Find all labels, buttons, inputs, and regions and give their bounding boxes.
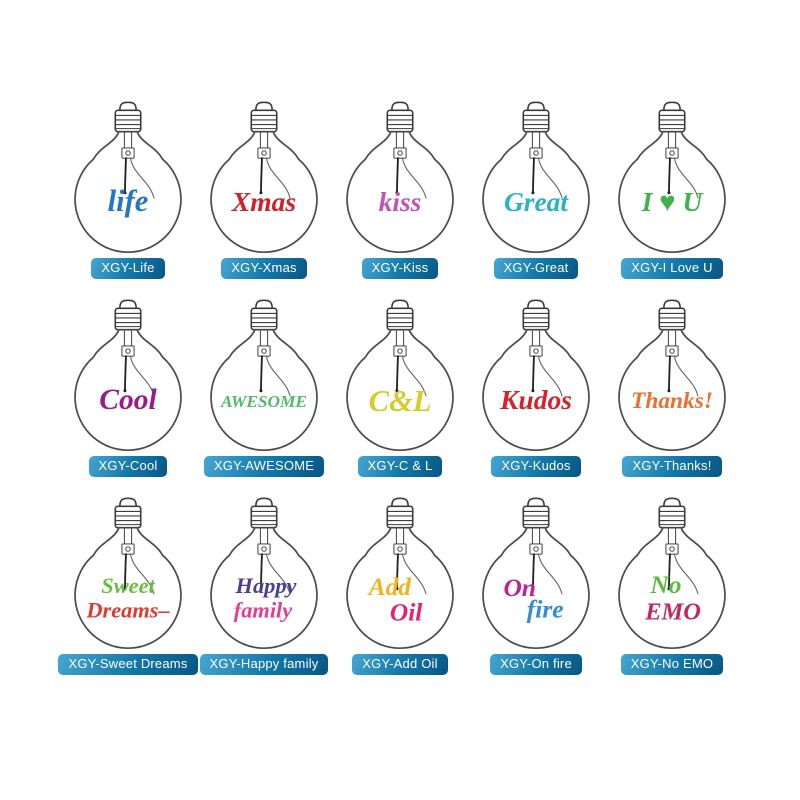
product-code-badge: XGY-I Love U [621, 258, 723, 279]
bulb-glass [210, 101, 318, 254]
bulb-illustration: I ♥ U [618, 101, 726, 254]
product-code: XGY-Thanks! [632, 458, 712, 473]
product-code-badge: XGY-Life [91, 258, 165, 279]
bulb-illustration: Sweet Dreams– [74, 497, 182, 650]
product-card: Thanks! XGY-Thanks! [604, 298, 740, 477]
product-code: XGY-Life [101, 260, 155, 275]
filament-word-line1: kiss [379, 187, 422, 217]
filament-word-line1: Kudos [499, 385, 572, 415]
bulb-glass [74, 101, 182, 254]
product-card: C&L XGY-C & L [332, 298, 468, 477]
bulb-glass [482, 101, 590, 254]
product-code: XGY-I Love U [631, 260, 713, 275]
product-code-badge: XGY-Xmas [221, 258, 307, 279]
filament-word-line2: EMO [644, 598, 701, 625]
product-code-badge: XGY-Happy family [199, 654, 329, 675]
product-card: No EMO XGY-No EMO [604, 496, 740, 675]
filament-word-line1: On [503, 573, 536, 602]
product-code-badge: XGY-Thanks! [622, 456, 722, 477]
product-code: XGY-AWESOME [213, 458, 315, 473]
product-code-badge: XGY-Kudos [491, 456, 581, 477]
product-card: AWESOME XGY-AWESOME [196, 298, 332, 477]
bulb-illustration: Add Oil [346, 497, 454, 650]
product-card: Sweet Dreams– XGY-Sweet Dreams [58, 496, 198, 675]
bulb-illustration: Thanks! [618, 299, 726, 452]
product-code-badge: XGY-Great [493, 258, 579, 279]
filament-word-line1: life [108, 184, 149, 218]
bulb-illustration: life [74, 101, 182, 254]
product-grid: life XGY-Life Xmas XGY-Xmas kiss XGY-Kis… [58, 100, 740, 675]
bulb-illustration: On fire [482, 497, 590, 650]
product-card: I ♥ U XGY-I Love U [604, 100, 740, 279]
filament-word-line1: Happy [235, 573, 297, 598]
bulb-glass [346, 101, 454, 254]
bulb-illustration: Xmas [210, 101, 318, 254]
product-code-badge: XGY-C & L [357, 456, 443, 477]
product-card: Cool XGY-Cool [60, 298, 196, 477]
product-code-badge: XGY-Sweet Dreams [58, 654, 198, 675]
product-card: Kudos XGY-Kudos [468, 298, 604, 477]
filament-word-line2: family [234, 597, 293, 622]
bulb-glass [346, 299, 454, 452]
bulb-illustration: C&L [346, 299, 454, 452]
product-code-badge: XGY-AWESOME [203, 456, 325, 477]
bulb-illustration: kiss [346, 101, 454, 254]
filament-word-line1: Xmas [231, 187, 296, 217]
product-code: XGY-Xmas [231, 260, 297, 275]
filament-word-line1: Great [504, 187, 569, 217]
filament-word-line1: AWESOME [220, 392, 307, 411]
product-card: Great XGY-Great [468, 100, 604, 279]
filament-word-line1: C&L [369, 384, 432, 418]
product-card: Xmas XGY-Xmas [196, 100, 332, 279]
filament-word-line1: Cool [99, 384, 157, 416]
bulb-glass [210, 299, 318, 452]
filament-word-line1: Add [367, 572, 413, 601]
filament-word-line2: fire [527, 594, 564, 623]
filament-word-line1: Sweet [101, 573, 155, 598]
bulb-illustration: Great [482, 101, 590, 254]
bulb-illustration: Kudos [482, 299, 590, 452]
product-code-badge: XGY-Kiss [361, 258, 439, 279]
product-code-badge: XGY-No EMO [620, 654, 724, 675]
bulb-illustration: AWESOME [210, 299, 318, 452]
bulb-illustration: Cool [74, 299, 182, 452]
product-code: XGY-Kiss [371, 260, 429, 275]
product-code: XGY-On fire [500, 656, 572, 671]
filament-word-line2: Dreams– [85, 597, 170, 622]
product-code: XGY-No EMO [630, 656, 714, 671]
filament-word-line1: Thanks! [631, 388, 713, 414]
product-code: XGY-Cool [98, 458, 158, 473]
filament-word-line2: Oil [390, 597, 423, 626]
product-code: XGY-Sweet Dreams [68, 656, 188, 671]
product-card: Happy family XGY-Happy family [196, 496, 332, 675]
product-code-badge: XGY-Add Oil [352, 654, 448, 675]
bulb-illustration: Happy family [210, 497, 318, 650]
bulb-glass [482, 497, 590, 650]
filament-word-line1: I ♥ U [641, 187, 705, 217]
product-card: life XGY-Life [60, 100, 196, 279]
product-card: kiss XGY-Kiss [332, 100, 468, 279]
product-code: XGY-Kudos [501, 458, 571, 473]
bulb-glass [618, 299, 726, 452]
product-code: XGY-Add Oil [362, 656, 438, 671]
product-code: XGY-Happy family [209, 656, 319, 671]
bulb-glass [74, 299, 182, 452]
product-code: XGY-C & L [367, 458, 433, 473]
product-card: Add Oil XGY-Add Oil [332, 496, 468, 675]
bulb-illustration: No EMO [618, 497, 726, 650]
product-code-badge: XGY-Cool [88, 456, 168, 477]
filament-word-line1: No [649, 570, 681, 599]
bulb-glass [482, 299, 590, 452]
product-code-badge: XGY-On fire [490, 654, 582, 675]
bulb-glass [618, 101, 726, 254]
product-code: XGY-Great [503, 260, 569, 275]
product-card: On fire XGY-On fire [468, 496, 604, 675]
